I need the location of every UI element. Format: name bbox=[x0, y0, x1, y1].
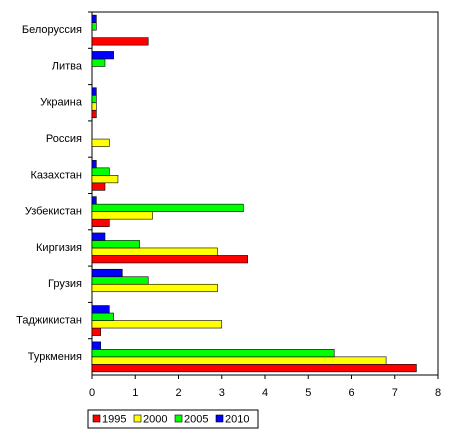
bar bbox=[91, 356, 387, 365]
x-tick-label: 8 bbox=[435, 387, 441, 399]
bar bbox=[91, 255, 248, 264]
bar bbox=[91, 109, 97, 119]
x-tick-label: 6 bbox=[348, 387, 354, 399]
bar bbox=[91, 87, 97, 96]
bar bbox=[91, 320, 223, 329]
bar bbox=[91, 167, 110, 176]
legend-label: 2000 bbox=[143, 413, 167, 425]
y-tick-label: Киргизия bbox=[36, 242, 82, 254]
bar bbox=[91, 218, 110, 227]
y-tick-label: Таджикистан bbox=[16, 314, 82, 326]
y-tick-label: Грузия bbox=[48, 278, 82, 290]
bar bbox=[91, 182, 106, 191]
bar bbox=[91, 312, 114, 321]
y-tick-label: Россия bbox=[46, 133, 82, 145]
y-tick-label: Узбекистан bbox=[25, 206, 82, 218]
bar bbox=[91, 247, 218, 256]
y-tick-label: Казахстан bbox=[30, 169, 82, 181]
bar bbox=[91, 94, 97, 104]
bar bbox=[91, 211, 153, 220]
bar bbox=[91, 58, 106, 67]
x-tick-label: 4 bbox=[262, 387, 268, 399]
legend-label: 2010 bbox=[225, 413, 249, 425]
bar bbox=[91, 14, 97, 23]
bar bbox=[91, 160, 97, 169]
bar bbox=[91, 364, 417, 373]
bar bbox=[91, 283, 218, 293]
bar bbox=[91, 268, 123, 278]
legend-swatch bbox=[174, 414, 183, 423]
bar bbox=[91, 203, 244, 212]
legend-box bbox=[87, 409, 259, 429]
y-tick-label: Литва bbox=[52, 60, 83, 72]
x-tick-label: 5 bbox=[305, 387, 311, 399]
plot-area bbox=[91, 11, 439, 376]
y-tick-label: Туркмения bbox=[28, 351, 82, 363]
legend-swatch bbox=[133, 414, 142, 423]
bar bbox=[91, 196, 97, 205]
x-tick-label: 1 bbox=[132, 387, 138, 399]
bar bbox=[91, 305, 110, 314]
x-tick-label: 0 bbox=[89, 387, 95, 399]
legend-label: 2005 bbox=[184, 413, 208, 425]
legend-swatch bbox=[215, 414, 224, 423]
bar bbox=[91, 175, 119, 184]
bar bbox=[91, 51, 114, 60]
bar bbox=[91, 138, 110, 147]
bar bbox=[91, 232, 106, 241]
bar bbox=[91, 240, 140, 249]
bar bbox=[91, 102, 97, 111]
y-tick-label: Белоруссия bbox=[22, 24, 82, 36]
y-tick-label: Украина bbox=[40, 97, 83, 109]
x-tick-label: 7 bbox=[392, 387, 398, 399]
bar bbox=[91, 276, 149, 285]
bar bbox=[91, 37, 149, 46]
bar bbox=[91, 349, 335, 358]
x-tick-label: 3 bbox=[219, 387, 225, 399]
x-tick-label: 2 bbox=[175, 387, 181, 399]
legend-swatch bbox=[92, 414, 101, 423]
bar bbox=[91, 22, 97, 31]
bar bbox=[91, 327, 101, 336]
legend-label: 1995 bbox=[102, 413, 126, 425]
bar bbox=[91, 341, 101, 350]
